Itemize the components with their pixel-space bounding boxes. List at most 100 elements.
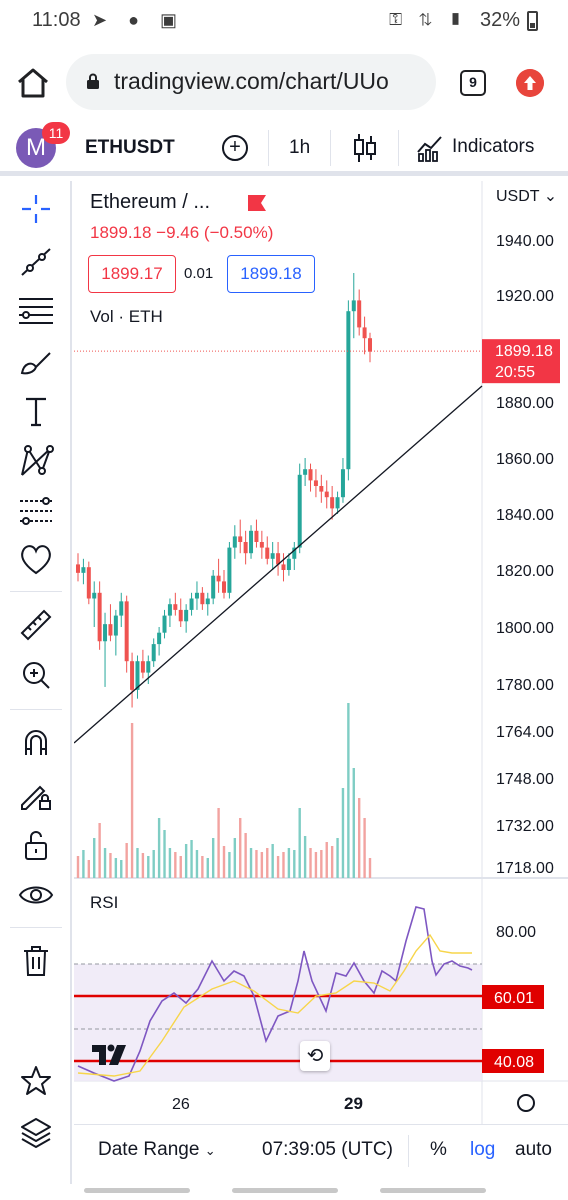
chart-canvas[interactable]: USDT ⌄1940.001920.001900.001880.001860.0… (74, 181, 568, 1124)
volume-bar (82, 850, 85, 878)
chart-header: M 11 ETHUSDT + 1h Indicators (0, 120, 568, 176)
date-range-button[interactable]: Date Range ⌄ (98, 1139, 216, 1161)
candle-body (238, 536, 243, 542)
volume-legend[interactable]: Vol · ETH (90, 307, 163, 326)
lock-drawings-tool[interactable] (16, 775, 56, 815)
candle-body (308, 469, 313, 481)
current-price-label: 1899.18 (495, 343, 553, 360)
address-bar[interactable]: tradingview.com/chart/UUo (66, 54, 436, 110)
volume-bar (271, 844, 274, 878)
notification-icons: ➤ ● ▣ (92, 10, 185, 30)
system-icons: ⚿ ⇅ ▮ (389, 10, 468, 29)
candle-body (113, 615, 118, 636)
candle-body (330, 497, 335, 509)
candle-body (92, 592, 97, 599)
flag-icon[interactable] (248, 195, 266, 211)
unlock-tool[interactable] (16, 825, 56, 865)
volume-bar (168, 848, 172, 878)
crosshair-tool[interactable] (16, 189, 56, 229)
delete-tool[interactable] (16, 941, 56, 981)
current-price-label-bg (482, 339, 560, 384)
volume-bar (201, 856, 204, 878)
status-bar: 11:08 ➤ ● ▣ ⚿ ⇅ ▮ 32% (0, 0, 568, 44)
compare-symbol-button[interactable]: + (222, 135, 248, 161)
volume-bar (222, 846, 226, 878)
brush-tool[interactable] (16, 341, 56, 381)
notification-badge: 11 (42, 122, 70, 144)
tab-switcher-button[interactable]: 9 (460, 70, 486, 96)
buy-button[interactable]: 1899.18 (227, 255, 315, 293)
candle-body (140, 661, 145, 673)
star-icon (21, 1066, 51, 1095)
volume-bar (347, 703, 350, 878)
candle-body (178, 609, 183, 622)
text-tool[interactable] (16, 391, 56, 431)
candle-body (281, 564, 286, 570)
browser-toolbar: tradingview.com/chart/UUo 9 (0, 44, 568, 120)
pattern-tool[interactable] (16, 441, 56, 481)
candles-icon[interactable] (352, 132, 378, 164)
volume-bar (341, 788, 345, 878)
candle-body (222, 581, 226, 593)
price-tick-label: 1732.00 (496, 818, 554, 835)
trend-line (74, 385, 483, 744)
magnet-tool[interactable] (16, 723, 56, 763)
pencil-lock-icon (21, 785, 51, 810)
volume-bar (87, 860, 91, 878)
auto-scale-toggle[interactable]: auto (515, 1139, 552, 1160)
candle-body (130, 661, 135, 690)
utc-clock[interactable]: 07:39:05 (UTC) (262, 1139, 393, 1160)
home-icon[interactable] (14, 64, 52, 102)
favorites-tool[interactable] (16, 539, 56, 579)
price-tick-label: 1920.00 (496, 288, 554, 305)
price-tick-label: 1748.00 (496, 771, 554, 788)
forecast-tool[interactable] (16, 491, 56, 531)
volume-bar (103, 848, 107, 878)
text-icon (26, 397, 46, 427)
measure-tool[interactable] (16, 605, 56, 645)
candle-body (259, 542, 264, 548)
volume-bar (287, 848, 291, 878)
url-text: tradingview.com/chart/UUo (114, 68, 389, 94)
rsi-upper-label-bg (482, 985, 544, 1009)
candle-body (254, 530, 259, 542)
price-tick-label: 1764.00 (496, 724, 554, 741)
rsi-ma-line (77, 933, 472, 1077)
fib-tool[interactable] (16, 291, 56, 331)
interval-button[interactable]: 1h (289, 137, 311, 158)
candle-body (270, 553, 275, 559)
log-scale-toggle[interactable]: log (470, 1139, 496, 1160)
volume-bar (217, 808, 220, 878)
object-tree-tool[interactable] (16, 1113, 56, 1153)
indicators-icon[interactable] (416, 134, 444, 162)
fib-retracement-icon (19, 298, 53, 324)
zoom-in-tool[interactable] (16, 655, 56, 695)
volume-bar (184, 844, 188, 878)
candle-body (211, 575, 216, 599)
volume-bar (179, 856, 182, 878)
date-range-label: Date Range (98, 1139, 200, 1160)
volume-bar (298, 808, 301, 878)
rsi-legend[interactable]: RSI (90, 893, 119, 912)
indicators-button[interactable]: Indicators (452, 136, 535, 157)
price-tick-label: 1780.00 (496, 677, 554, 694)
volume-bar (233, 838, 237, 878)
trend-line-tool[interactable] (16, 241, 56, 281)
divider (10, 591, 62, 592)
reset-chart-button[interactable]: ⟲ (300, 1041, 330, 1071)
hide-drawings-tool[interactable] (16, 875, 56, 915)
chart-area[interactable]: USDT ⌄1940.001920.001900.001880.001860.0… (74, 181, 568, 1181)
volume-bar (336, 838, 339, 878)
percent-scale-toggle[interactable]: % (430, 1139, 447, 1160)
watchlist-tool[interactable] (16, 1061, 56, 1101)
volume-bar (363, 818, 366, 878)
sell-button[interactable]: 1899.17 (88, 255, 176, 293)
volume-bar (98, 823, 101, 878)
settings-icon[interactable] (517, 1094, 535, 1112)
legend-title[interactable]: Ethereum / ... (90, 191, 211, 213)
rsi-line (77, 906, 473, 1082)
pattern-icon (21, 445, 54, 476)
symbol-search[interactable]: ETHUSDT (85, 137, 175, 158)
divider (10, 709, 62, 710)
update-icon[interactable] (516, 69, 544, 97)
